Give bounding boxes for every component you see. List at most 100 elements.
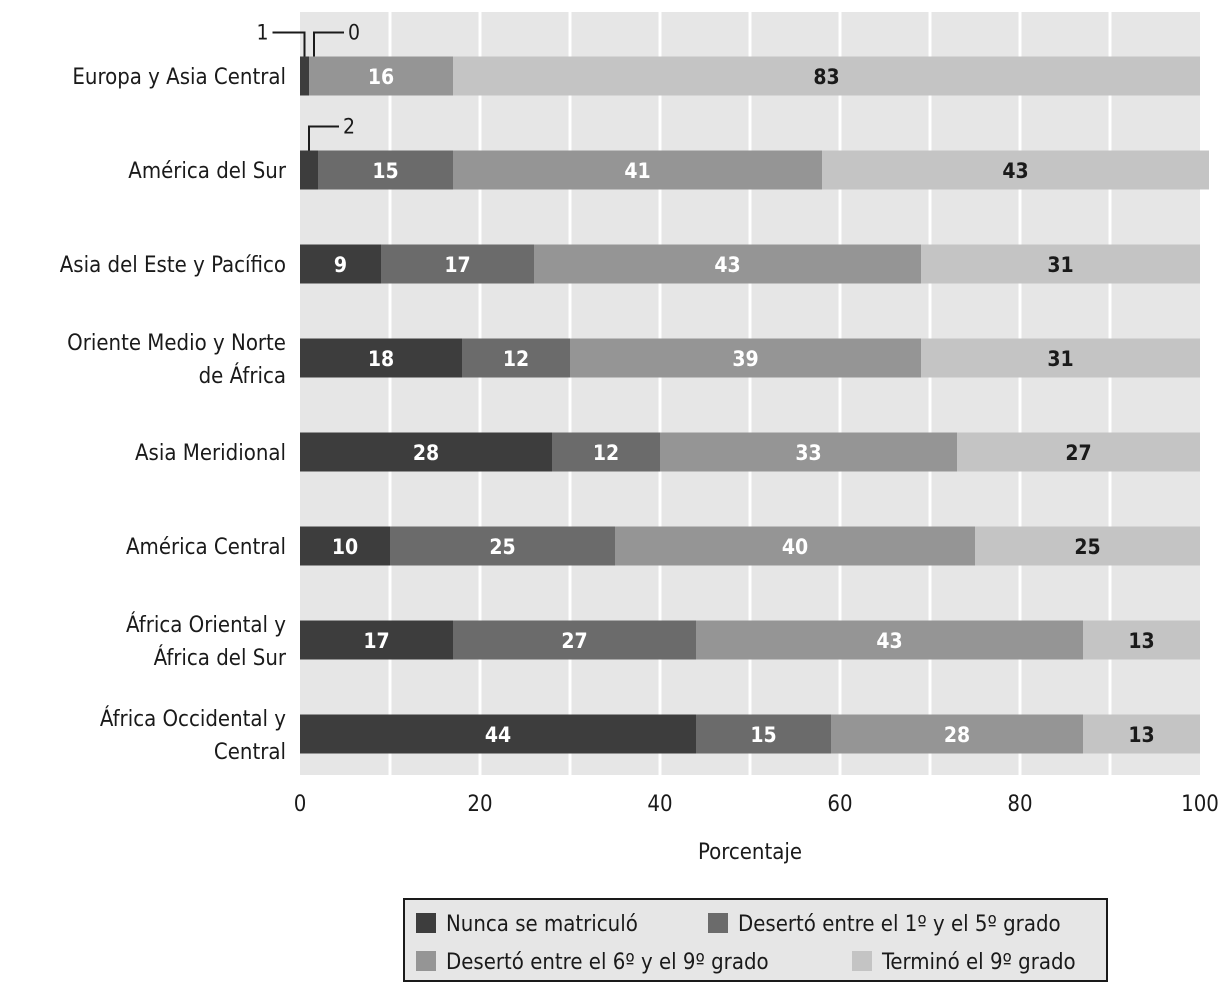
legend-label: Desertó entre el 1º y el 5º grado: [738, 912, 1061, 937]
legend-swatch: [416, 951, 436, 971]
x-tick-label: 0: [294, 792, 307, 817]
data-label: 27: [1065, 441, 1091, 465]
data-label: 12: [593, 441, 619, 465]
bar-segment: [318, 150, 453, 190]
data-label: 13: [1128, 723, 1154, 747]
bar-segment: [300, 150, 318, 190]
bar-segment: [300, 714, 696, 754]
bar-segment: [453, 620, 696, 660]
data-label: 40: [782, 535, 808, 559]
category-label-line: Central: [214, 740, 286, 765]
data-label: 15: [372, 159, 398, 183]
category-label: África Oriental y África del Sur: [126, 612, 287, 671]
bar-segment: [660, 432, 957, 472]
bars: [300, 56, 1209, 754]
category-label-line: Oriente Medio y Norte: [67, 331, 286, 356]
data-label: 18: [368, 347, 394, 371]
data-label: 31: [1047, 253, 1073, 277]
data-label: 25: [489, 535, 515, 559]
category-label-line: Europa y Asia Central: [72, 65, 286, 90]
category-label-line: África del Sur: [154, 645, 287, 671]
bar-segment: [552, 432, 660, 472]
bar-segment: [300, 526, 390, 566]
legend-swatch: [852, 951, 872, 971]
bar-segment: [1083, 620, 1200, 660]
callout-line: [272, 31, 306, 57]
legend: Nunca se matriculó Desertó entre el 1º y …: [403, 898, 1108, 982]
bar-segment: [921, 338, 1200, 378]
bar-segment: [696, 714, 831, 754]
segment-labels: 16 83 15 41 43 9 17 43 31 18 12 39 31 28 12 33 27 10 25 40 2…: [332, 65, 1155, 747]
bar-segment: [309, 56, 453, 96]
bar-segment: [453, 56, 1200, 96]
category-label: Oriente Medio y Norte de África: [67, 331, 286, 389]
data-label: 16: [368, 65, 394, 89]
bar-segment: [1083, 714, 1200, 754]
data-label: 15: [750, 723, 776, 747]
legend-label: Nunca se matriculó: [446, 912, 638, 937]
data-label: 41: [624, 159, 650, 183]
data-label: 13: [1128, 629, 1154, 653]
data-label: 43: [1002, 159, 1028, 183]
legend-swatch: [416, 913, 436, 933]
bar-segment: [534, 244, 921, 284]
data-label: 10: [332, 535, 358, 559]
callout-label: 0: [348, 21, 360, 45]
category-labels: Europa y Asia Central América del Sur Asia…: [60, 65, 287, 765]
category-label-line: África Occidental y: [100, 706, 286, 732]
x-tick-label: 100: [1181, 792, 1219, 817]
x-axis-title: Porcentaje: [698, 840, 802, 865]
bar-segment: [300, 338, 462, 378]
legend-swatch: [708, 913, 728, 933]
x-tick-label: 40: [647, 792, 672, 817]
callout-label: 2: [343, 115, 355, 139]
x-axis-ticks: 0 20 40 60 80 100: [294, 792, 1219, 817]
data-label: 31: [1047, 347, 1073, 371]
legend-label: Desertó entre el 6º y el 9º grado: [446, 950, 769, 975]
bar-segment: [957, 432, 1200, 472]
data-label: 27: [561, 629, 587, 653]
bar-segment: [300, 432, 552, 472]
category-label-line: América del Sur: [128, 159, 287, 184]
category-label: Europa y Asia Central: [72, 65, 286, 90]
bar-segment: [975, 526, 1200, 566]
data-label: 33: [795, 441, 821, 465]
x-tick-label: 80: [1007, 792, 1032, 817]
data-label: 43: [714, 253, 740, 277]
category-label-line: América Central: [126, 535, 286, 560]
data-label: 17: [363, 629, 389, 653]
data-label: 17: [444, 253, 470, 277]
callout-line: [313, 31, 344, 57]
data-label: 83: [813, 65, 839, 89]
category-label-line: de África: [199, 363, 286, 389]
category-label: Asia del Este y Pacífico: [60, 253, 286, 278]
bar-segment: [453, 150, 822, 190]
legend-label: Terminó el 9º grado: [881, 950, 1076, 975]
data-label: 9: [334, 253, 347, 277]
data-label: 28: [944, 723, 970, 747]
category-label: África Occidental y Central: [100, 706, 286, 765]
data-label: 44: [485, 723, 511, 747]
bar-segment: [300, 244, 381, 284]
callouts: 1 0 2: [256, 21, 360, 151]
data-label: 28: [413, 441, 439, 465]
bar-segment: [300, 56, 309, 96]
legend-box: [403, 898, 1108, 982]
bar-segment: [831, 714, 1083, 754]
category-label-line: Asia Meridional: [135, 441, 286, 466]
category-label: Asia Meridional: [135, 441, 286, 466]
bar-segment: [696, 620, 1083, 660]
bar-segment: [300, 620, 453, 660]
category-label: América Central: [126, 535, 286, 560]
x-tick-label: 20: [467, 792, 492, 817]
bar-segment: [381, 244, 534, 284]
data-label: 39: [732, 347, 758, 371]
callout-line: [308, 125, 339, 151]
callout-label: 1: [256, 21, 268, 45]
bar-segment: [390, 526, 615, 566]
bar-segment: [822, 150, 1209, 190]
category-label-line: África Oriental y: [126, 612, 286, 638]
category-label-line: Asia del Este y Pacífico: [60, 253, 286, 278]
data-label: 43: [876, 629, 902, 653]
